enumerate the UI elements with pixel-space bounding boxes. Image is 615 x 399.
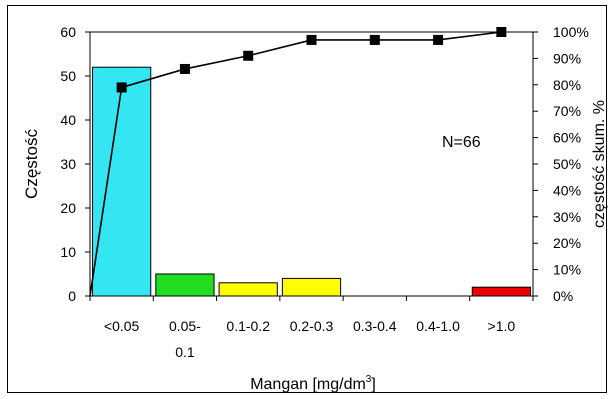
axis-ticks: 0 10 20 30 40 50 60 0% 10% 20% 30% 40% 50% 60% 70% 80% 9… bbox=[60, 24, 588, 304]
y2-tick-label: 20% bbox=[553, 235, 581, 251]
bar bbox=[92, 66, 152, 297]
cumulative-line bbox=[89, 27, 507, 297]
cumulative-polyline bbox=[89, 31, 502, 297]
x-axis-title-main: Mangan [mg/dm bbox=[250, 376, 366, 393]
line-marker bbox=[306, 34, 317, 45]
x-tick-label: 0.1 bbox=[175, 344, 195, 360]
x-tick-label: 0.4-1.0 bbox=[416, 318, 460, 334]
x-tick-label: 0.2-0.3 bbox=[290, 318, 334, 334]
bar bbox=[155, 273, 215, 297]
x-tick-label: 0.05- bbox=[169, 318, 201, 334]
line-marker bbox=[179, 63, 190, 74]
y2-tick-label: 10% bbox=[553, 262, 581, 278]
line-marker bbox=[116, 82, 127, 93]
x-tick-label: >1.0 bbox=[488, 318, 516, 334]
line-marker bbox=[433, 34, 444, 45]
y2-tick-label: 40% bbox=[553, 182, 581, 198]
y-tick-label: 0 bbox=[68, 288, 76, 304]
axes bbox=[89, 31, 534, 297]
y-tick-label: 30 bbox=[60, 156, 76, 172]
bar bbox=[218, 282, 278, 297]
x-tick-label: 0.3-0.4 bbox=[353, 318, 397, 334]
bars bbox=[92, 66, 531, 297]
y-tick-label: 40 bbox=[60, 112, 76, 128]
x-axis-title-sup: 3 bbox=[366, 374, 372, 385]
y-tick-label: 50 bbox=[60, 68, 76, 84]
line-marker bbox=[369, 34, 380, 45]
y2-axis-title: częstość skum. % bbox=[591, 100, 608, 228]
x-axis-title-end: ] bbox=[371, 376, 375, 393]
chart-frame bbox=[7, 5, 607, 393]
y2-tick-label: 80% bbox=[553, 77, 581, 93]
y-tick-label: 10 bbox=[60, 244, 76, 260]
y2-tick-label: 70% bbox=[553, 103, 581, 119]
x-axis-title: Mangan [mg/dm3] bbox=[250, 374, 376, 393]
y2-tick-label: 60% bbox=[553, 130, 581, 146]
line-marker bbox=[243, 50, 254, 61]
y2-tick-label: 100% bbox=[553, 24, 589, 40]
y-tick-label: 20 bbox=[60, 200, 76, 216]
annotation-n: N=66 bbox=[442, 134, 481, 151]
y2-tick-label: 50% bbox=[553, 156, 581, 172]
x-tick-labels: <0.05 0.05- 0.1 0.1-0.2 0.2-0.3 0.3-0.4 0.4-1.… bbox=[104, 318, 515, 360]
bar bbox=[471, 286, 531, 297]
y2-tick-label: 0% bbox=[553, 288, 573, 304]
y-tick-label: 60 bbox=[60, 24, 76, 40]
y2-tick-label: 30% bbox=[553, 209, 581, 225]
x-tick-label: 0.1-0.2 bbox=[226, 318, 270, 334]
x-tick-label: <0.05 bbox=[104, 318, 140, 334]
y2-tick-label: 90% bbox=[553, 50, 581, 66]
y-axis-title: Częstość bbox=[22, 129, 41, 199]
bar bbox=[281, 277, 342, 297]
